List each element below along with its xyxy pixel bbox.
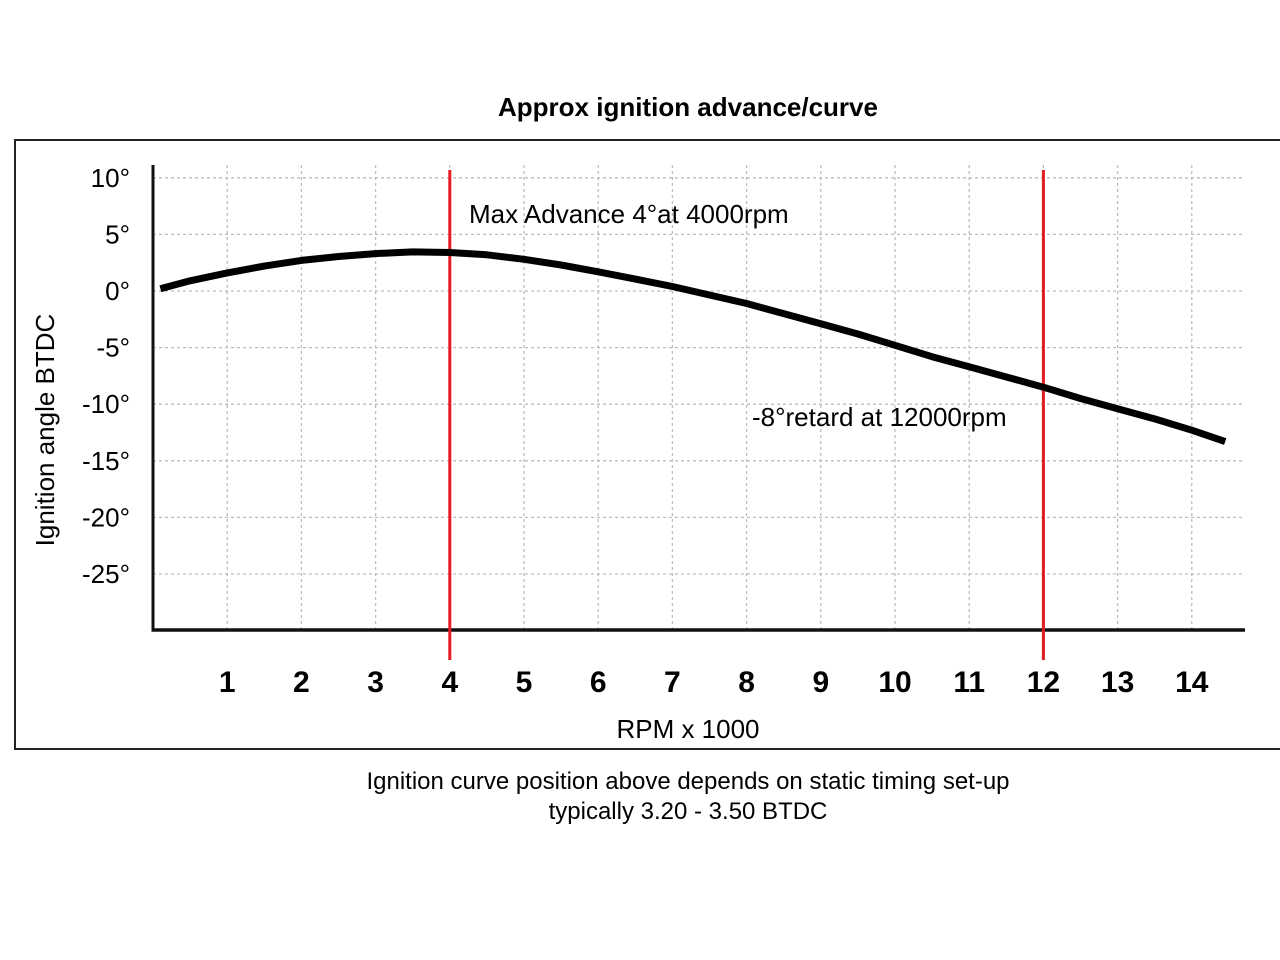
x-tick-label: 11 — [953, 666, 985, 699]
x-tick-label: 10 — [878, 666, 911, 699]
grid — [153, 165, 1245, 630]
x-tick-label: 13 — [1101, 666, 1134, 699]
x-tick-label: 7 — [664, 666, 681, 699]
x-tick-label: 12 — [1027, 666, 1060, 699]
y-tick-label: 0° — [105, 276, 130, 306]
x-axis-label: RPM x 1000 — [616, 714, 759, 744]
x-tick-label: 4 — [441, 666, 458, 699]
caption-line-1: Ignition curve position above depends on… — [366, 768, 1009, 795]
x-tick-label: 6 — [590, 666, 607, 699]
y-tick-label: -15° — [82, 446, 130, 476]
y-tick-label: -10° — [82, 389, 130, 419]
retard-annotation: -8°retard at 12000rpm — [752, 402, 1007, 432]
y-tick-label: -25° — [82, 559, 130, 589]
y-tick-label: 10° — [91, 163, 130, 193]
y-tick-label: -5° — [96, 333, 130, 363]
y-tick-label: -20° — [82, 502, 130, 532]
max-advance-annotation: Max Advance 4°at 4000rpm — [469, 199, 789, 229]
x-tick-labels: 1 2 3 4 5 6 7 8 9 10 11 12 13 14 — [219, 666, 1209, 699]
x-tick-label: 5 — [516, 666, 533, 699]
series — [159, 248, 1227, 445]
y-tick-labels: 10° 5° 0° -5° -10° -15° -20° -25° — [82, 163, 130, 589]
axes — [151, 165, 1245, 632]
y-tick-label: 5° — [105, 219, 130, 249]
chart-title: Approx ignition advance/curve — [498, 92, 878, 122]
caption-line-2: typically 3.20 - 3.50 BTDC — [549, 798, 828, 825]
x-tick-label: 9 — [812, 666, 829, 699]
x-tick-label: 14 — [1175, 666, 1209, 699]
x-tick-label: 1 — [219, 666, 236, 699]
chart-frame — [14, 139, 1280, 750]
y-axis-label: Ignition angle BTDC — [30, 314, 60, 547]
x-tick-label: 2 — [293, 666, 310, 699]
ignition-curve-line — [159, 248, 1227, 445]
x-tick-label: 3 — [367, 666, 384, 699]
x-tick-label: 8 — [738, 666, 755, 699]
